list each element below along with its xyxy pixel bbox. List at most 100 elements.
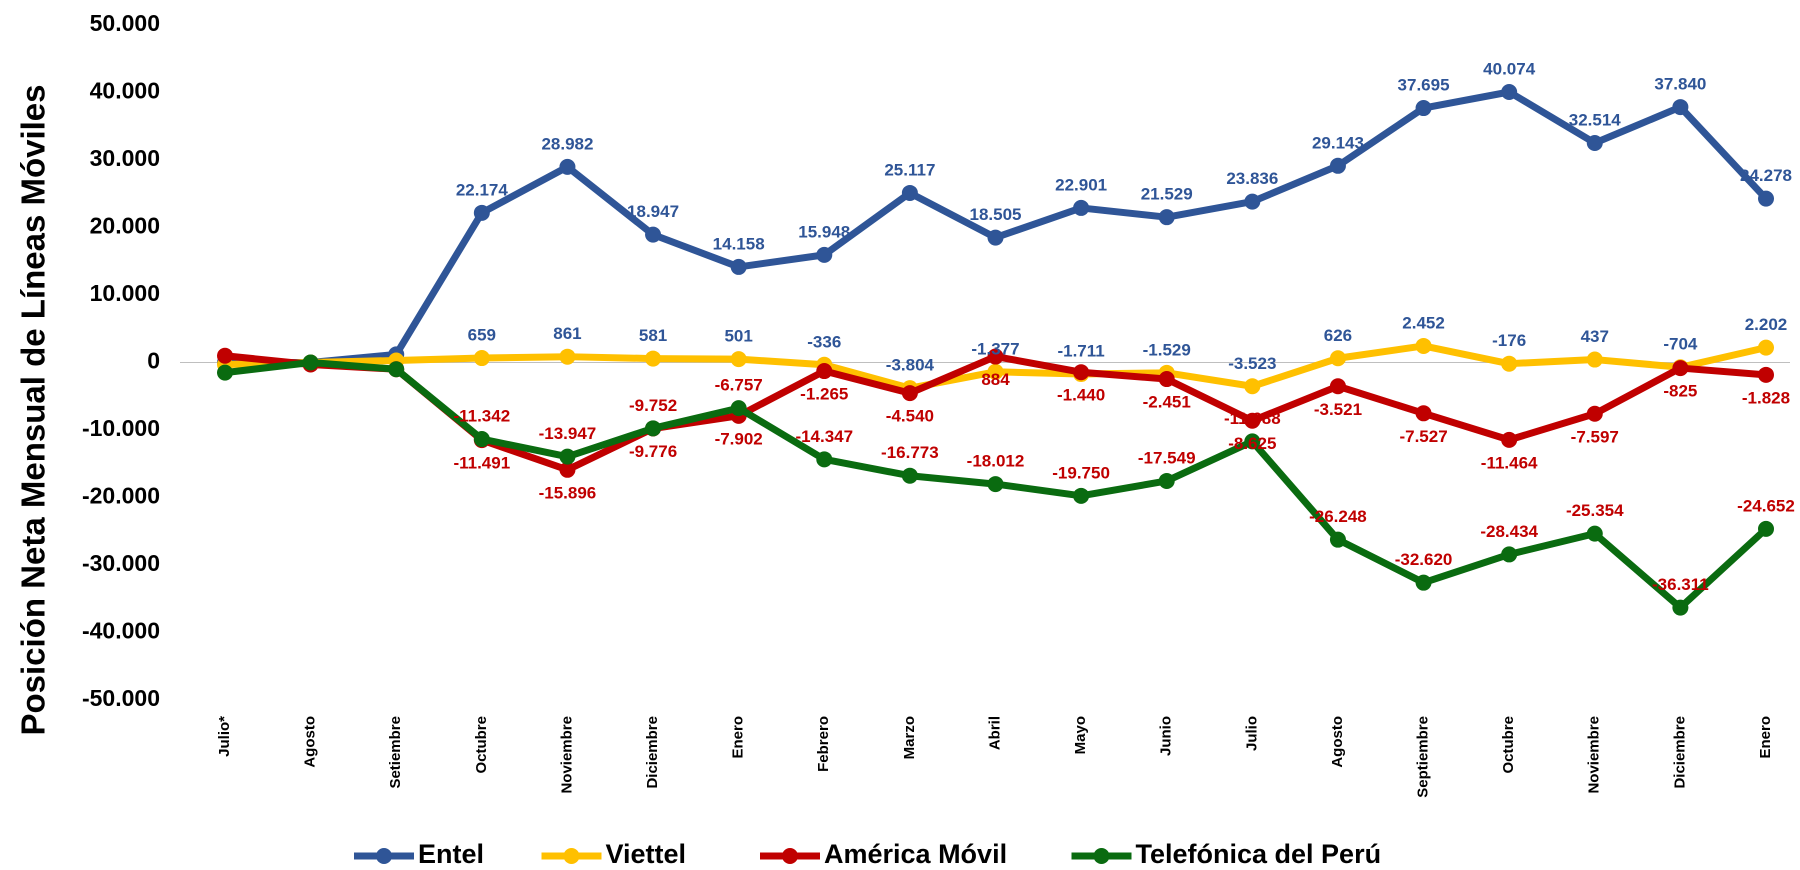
data-label: -6.757 (715, 376, 763, 395)
data-label: 14.158 (713, 234, 765, 253)
y-tick-label: 0 (147, 348, 160, 374)
data-label: -28.434 (1480, 522, 1538, 541)
data-point (1415, 337, 1432, 354)
data-label: -3.804 (886, 356, 935, 375)
data-point (1415, 405, 1432, 422)
data-point (645, 420, 662, 437)
data-point (1244, 378, 1261, 395)
data-point (1244, 433, 1261, 450)
data-label: 28.982 (541, 134, 593, 153)
data-label: -8.625 (1228, 434, 1276, 453)
data-point (645, 226, 662, 243)
data-point (1073, 364, 1090, 381)
data-point (1501, 355, 1518, 372)
data-label: -825 (1663, 382, 1697, 401)
legend-marker (1093, 848, 1110, 864)
data-label: 2.202 (1745, 315, 1788, 334)
data-point (1158, 472, 1175, 489)
data-label: 25.117 (884, 160, 935, 179)
x-tick-label: Junio (1158, 716, 1175, 756)
data-label: -32.620 (1395, 550, 1453, 569)
data-point (559, 348, 576, 365)
data-point (1073, 199, 1090, 216)
data-label: -9.752 (629, 396, 677, 415)
data-label: 37.695 (1398, 76, 1450, 95)
data-point (1586, 351, 1603, 368)
data-point (987, 476, 1004, 493)
data-label: 2.452 (1402, 313, 1445, 332)
data-point (987, 348, 1004, 365)
data-label: -11.464 (1481, 453, 1538, 472)
y-tick-label: -20.000 (82, 483, 160, 509)
data-label: 501 (724, 327, 752, 346)
data-point (1329, 378, 1346, 395)
data-label: 884 (981, 370, 1010, 389)
data-point (217, 364, 233, 381)
data-point (901, 467, 918, 484)
data-point (1244, 193, 1261, 210)
data-point (730, 400, 747, 417)
data-point (1672, 99, 1689, 116)
data-point (816, 246, 833, 263)
data-point (559, 448, 576, 465)
data-point (1758, 190, 1774, 207)
data-point (987, 229, 1004, 246)
legend-marker (376, 848, 392, 864)
data-point (473, 350, 490, 367)
data-label: -11.491 (453, 454, 510, 473)
data-point (1073, 487, 1090, 504)
data-point (987, 363, 1004, 380)
data-point (1501, 84, 1518, 101)
data-label: 24.278 (1740, 166, 1792, 185)
x-tick-label: Octubre (1500, 716, 1517, 774)
data-point (645, 350, 662, 367)
x-tick-label: Setiembre (387, 716, 404, 789)
data-label: -9.776 (629, 442, 677, 461)
data-point (559, 158, 576, 175)
data-label: 21.529 (1141, 185, 1193, 204)
data-label: 22.901 (1055, 175, 1107, 194)
data-point (217, 347, 233, 364)
data-point (302, 354, 319, 371)
data-point (730, 351, 747, 368)
data-label: -18.012 (967, 452, 1025, 471)
data-label: 581 (639, 326, 667, 345)
data-label: 40.074 (1483, 59, 1536, 78)
data-point (1158, 371, 1175, 388)
x-tick-label: Diciembre (1671, 716, 1688, 789)
data-label: -14.347 (795, 427, 853, 446)
data-label: -4.540 (886, 407, 934, 426)
data-label: -19.750 (1052, 463, 1110, 482)
data-label: -3.523 (1228, 354, 1276, 373)
data-label: -1.828 (1742, 388, 1790, 407)
data-point (1415, 574, 1432, 591)
x-tick-label: Febrero (815, 716, 832, 772)
legend-label: Telefónica del Perú (1136, 839, 1382, 869)
data-point (1501, 546, 1518, 563)
data-label: 23.836 (1226, 169, 1278, 188)
data-label: 861 (553, 324, 581, 343)
data-point (816, 363, 833, 380)
x-tick-label: Septiembre (1415, 716, 1432, 798)
legend-label: Entel (418, 839, 484, 869)
x-tick-label: Octubre (473, 716, 490, 774)
data-label: -176 (1492, 331, 1526, 350)
x-tick-label: Agosto (1329, 716, 1346, 768)
x-tick-label: Julio* (216, 716, 233, 757)
data-label: -7.902 (715, 429, 763, 448)
x-tick-label: Abril (986, 716, 1003, 750)
data-label: -13.947 (539, 424, 597, 443)
data-point (559, 461, 576, 478)
x-tick-label: Noviembre (558, 716, 575, 794)
y-tick-label: -40.000 (82, 618, 160, 644)
x-tick-label: Agosto (302, 716, 319, 768)
data-point (1586, 405, 1603, 422)
data-point (473, 431, 490, 448)
series-line (225, 88, 1769, 366)
data-label: -7.597 (1571, 427, 1619, 446)
x-tick-label: Diciembre (644, 716, 661, 789)
data-label: -2.451 (1143, 393, 1191, 412)
x-tick-label: Marzo (901, 716, 918, 759)
y-tick-label: -50.000 (82, 685, 160, 711)
